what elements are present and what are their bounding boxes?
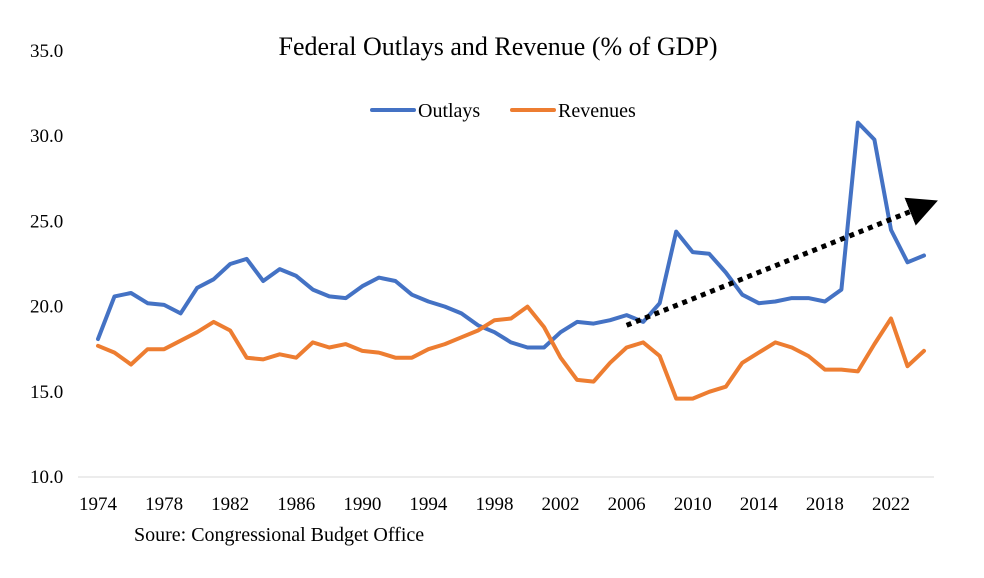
y-tick-label: 20.0: [30, 297, 63, 318]
legend-label-revenues: Revenues: [558, 100, 636, 122]
y-tick-label: 25.0: [30, 211, 63, 232]
x-tick-label: 1990: [343, 494, 381, 515]
y-axis-ticks: 10.0 15.0 20.0 25.0 30.0 35.0: [30, 41, 63, 488]
x-tick-label: 1978: [145, 494, 183, 515]
y-tick-label: 10.0: [30, 467, 63, 488]
x-tick-label: 2018: [806, 494, 844, 515]
y-tick-label: 35.0: [30, 41, 63, 62]
chart-title: Federal Outlays and Revenue (% of GDP): [279, 32, 718, 61]
trend-arrow: [625, 197, 938, 328]
series-line-outlays: [96, 120, 926, 350]
y-tick-label: 15.0: [30, 382, 63, 403]
y-tick-label: 30.0: [30, 126, 63, 147]
series-line-revenues: [96, 304, 926, 401]
legend: Outlays Revenues: [370, 100, 636, 122]
x-tick-label: 1994: [409, 494, 448, 515]
trend-layer: [625, 197, 938, 328]
x-tick-label: 2022: [872, 494, 910, 515]
legend-label-outlays: Outlays: [418, 100, 480, 122]
x-tick-label: 1974: [79, 494, 118, 515]
x-tick-label: 1982: [211, 494, 249, 515]
x-tick-label: 1986: [277, 494, 315, 515]
x-tick-label: 1998: [475, 494, 513, 515]
x-tick-label: 2014: [740, 494, 779, 515]
x-axis-ticks: 1974 1978 1982 1986 1990 1994 1998 2002 2006 2010…: [79, 494, 910, 515]
x-tick-label: 2002: [542, 494, 580, 515]
x-tick-label: 2010: [674, 494, 712, 515]
series-layer: [96, 120, 926, 401]
x-tick-label: 2006: [608, 494, 646, 515]
source-note: Soure: Congressional Budget Office: [134, 524, 424, 546]
